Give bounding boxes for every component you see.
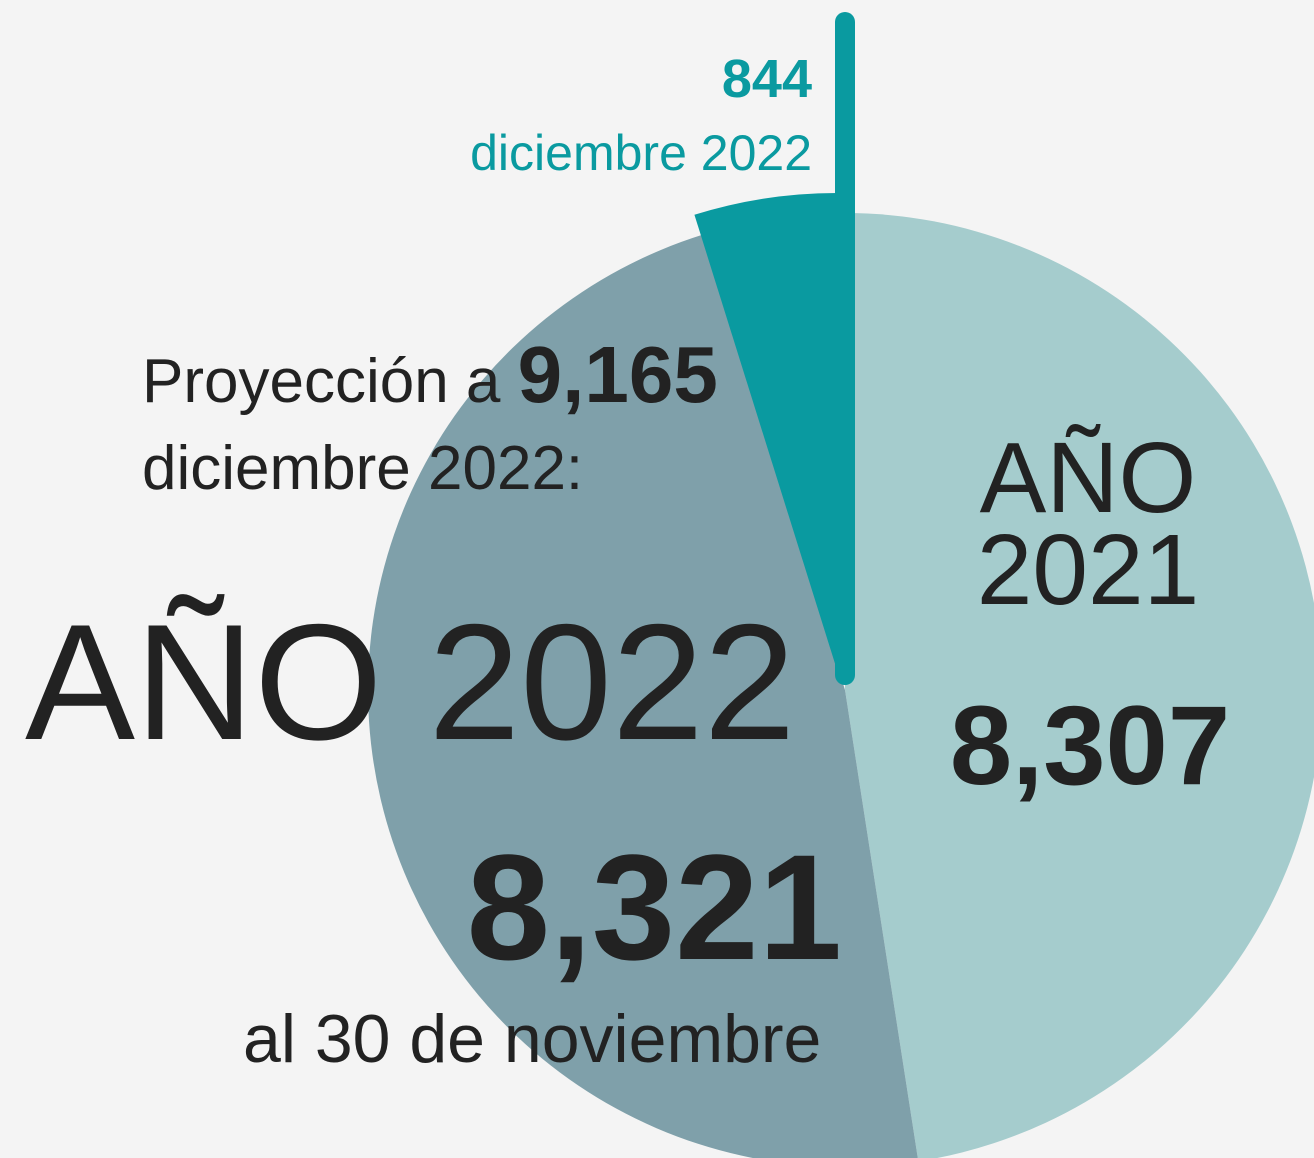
slice-value-label: 8,321 (466, 823, 842, 991)
slice-label: AÑO 2021 (976, 422, 1200, 626)
projection-line: Proyección a 9,165 (142, 335, 718, 415)
pie (368, 193, 1314, 1158)
pie-slice (694, 193, 837, 670)
pie-slice (845, 213, 1314, 1158)
slice-note: al 30 de noviembre (243, 1001, 822, 1077)
slice-value-label: 844 (721, 49, 812, 109)
projection-text: Proyección a (142, 347, 501, 416)
slice-label: AÑO 2022 (25, 590, 796, 774)
projection-value: 9,165 (517, 330, 718, 419)
slice-label: diciembre 2022 (470, 125, 812, 181)
pie-slice (368, 234, 918, 1158)
projection-text: diciembre 2022: (142, 434, 584, 503)
slice-value-label: 8,307 (949, 683, 1231, 808)
